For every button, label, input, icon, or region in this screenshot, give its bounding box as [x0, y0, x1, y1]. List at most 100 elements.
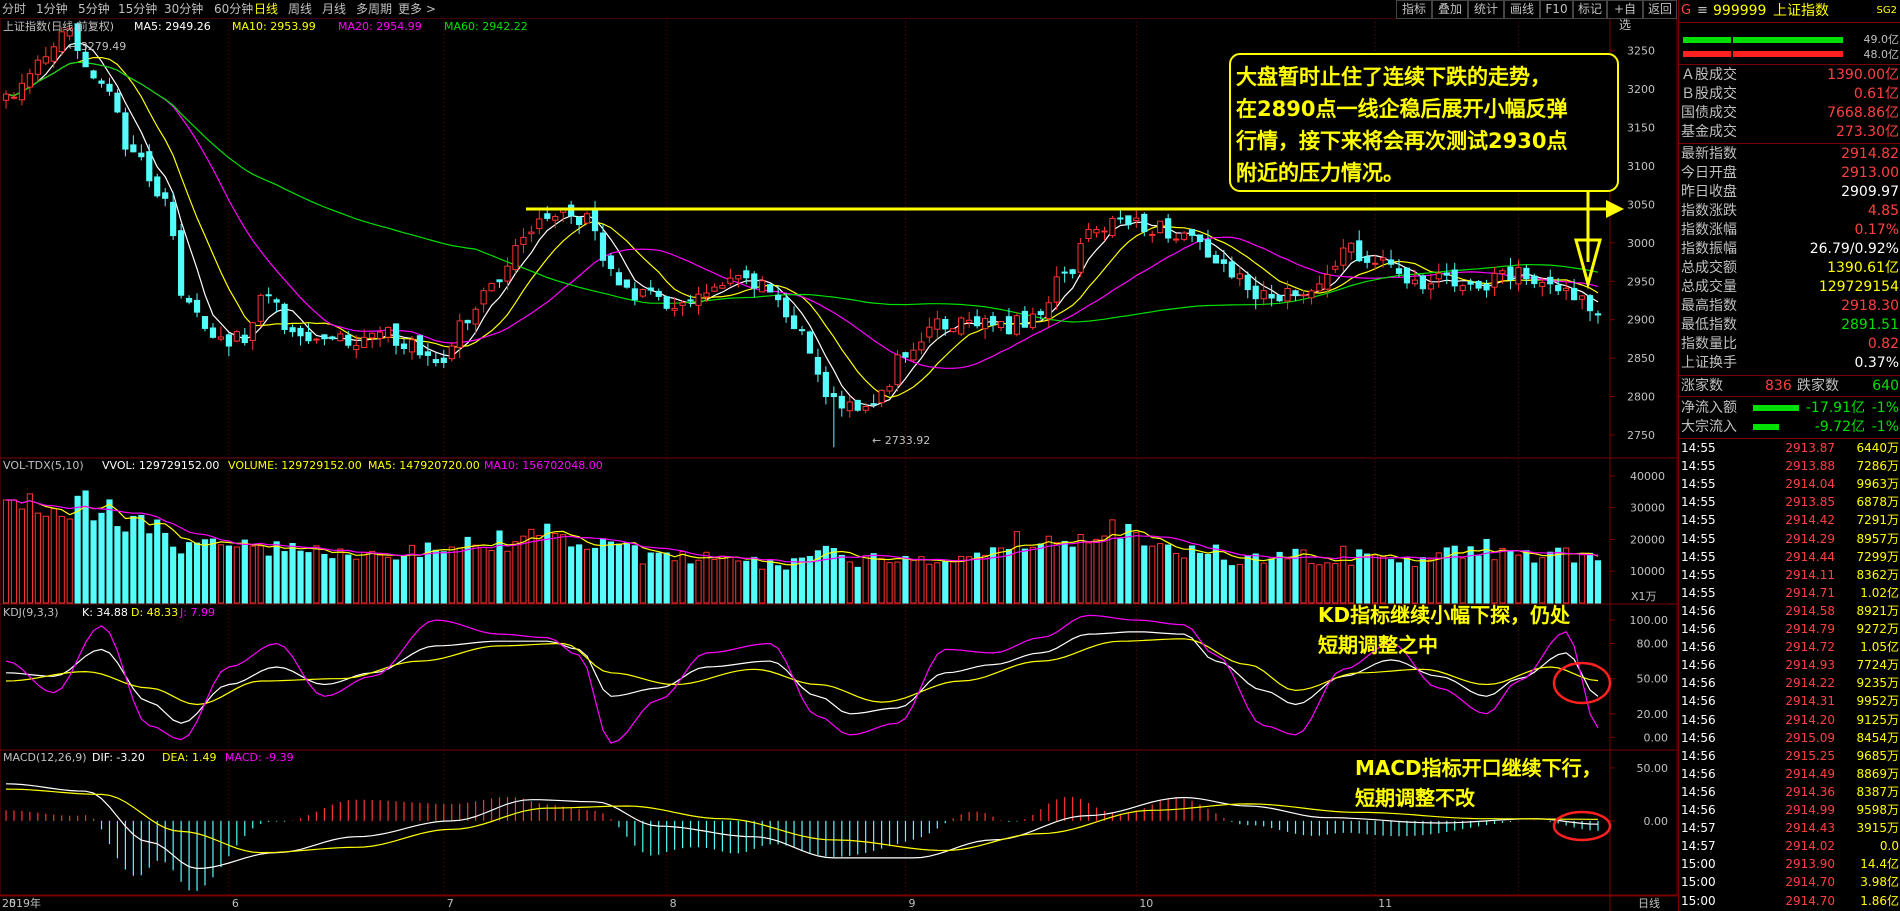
candle-body [655, 290, 662, 297]
kline-chart[interactable]: 3250 3200 3150 3100 3050 3000 2950 2900 2850 2800… [0, 0, 1678, 911]
volume-bar [353, 558, 360, 604]
tool-button-1[interactable]: 叠加 [1432, 0, 1468, 19]
kdj-lines [5, 614, 1599, 744]
candle-body [1244, 274, 1251, 291]
stat-value: 0.17% [1854, 222, 1899, 238]
tick-row: 14:56 2914.20 9125万 [1681, 713, 1899, 728]
candle-body [114, 92, 121, 113]
candle-body [1180, 232, 1188, 240]
volume-bar [520, 535, 527, 604]
period-tab-6[interactable]: 日线 [254, 2, 279, 16]
volume-bar [894, 561, 901, 604]
volume-bar [424, 542, 431, 604]
period-tab-3[interactable]: 15分钟 [118, 2, 158, 16]
volume-bar [305, 552, 312, 604]
volume-bar [480, 546, 487, 604]
stat-value: 0.82 [1867, 336, 1899, 352]
candle-body [1125, 215, 1132, 226]
volume-bar [1555, 547, 1562, 604]
flow-label: 大宗流入 [1681, 419, 1737, 435]
period-tab-7[interactable]: 周线 [288, 2, 313, 16]
candle-body [384, 326, 392, 338]
tool-button-4[interactable]: F10 [1540, 0, 1573, 19]
tool-button-7[interactable]: 返回 [1643, 0, 1677, 19]
tick-row: 14:57 2914.43 3915万 [1681, 821, 1899, 836]
y-tick-label: 3200 [1627, 83, 1655, 96]
volume-bar [1427, 559, 1434, 604]
candle-body [369, 332, 376, 339]
period-tab-10[interactable]: 更多 > [398, 2, 436, 16]
tick-volume: 0.0 [1879, 839, 1899, 854]
stat-row: 总成交额 1390.61亿 [1681, 259, 1899, 277]
volume-bar [448, 546, 455, 604]
ratio-bar-green-2 [1733, 37, 1843, 43]
y-tick-label: 2950 [1627, 275, 1655, 288]
candle-body [297, 327, 304, 337]
volume-bar [432, 549, 439, 604]
tool-button-6[interactable]: +自选 [1607, 0, 1643, 32]
volume-bars [2, 490, 1602, 604]
tick-time: 14:56 [1681, 658, 1716, 673]
volume-bar [775, 565, 782, 604]
volume-bar [1379, 556, 1387, 604]
ma5-legend: MA5: 2949.26 [134, 20, 211, 33]
tool-button-3[interactable]: 画线 [1504, 0, 1540, 19]
volume-bar [329, 558, 336, 604]
volume-bar [1547, 551, 1554, 604]
period-tab-1[interactable]: 1分钟 [36, 2, 68, 16]
period-tab-4[interactable]: 30分钟 [164, 2, 204, 16]
y-tick-label: 3150 [1627, 122, 1655, 135]
volume-bar [560, 534, 567, 604]
annotation-line-2: 在2890点一线企稳后展开小幅反弹 [1236, 97, 1567, 121]
candle-body [217, 336, 225, 340]
stat-value: 7668.86亿 [1827, 105, 1899, 121]
tool-button-5[interactable]: 标记 [1573, 0, 1607, 19]
tick-price: 2914.70 [1785, 893, 1835, 908]
candle-body [1141, 213, 1148, 233]
period-tab-9[interactable]: 多周期 [356, 2, 393, 16]
tick-volume: 14.4亿 [1860, 857, 1899, 872]
tick-price: 2914.93 [1785, 658, 1835, 673]
menu-icon[interactable]: ≡ [1697, 3, 1708, 18]
tick-time: 14:56 [1681, 748, 1716, 763]
volume-bar [1260, 562, 1267, 604]
volume-bar [966, 556, 973, 604]
volume-bar [257, 545, 264, 604]
flow-pct: -1% [1871, 419, 1899, 435]
stat-value: 2913.00 [1841, 165, 1899, 181]
volume-bar [1149, 545, 1156, 604]
volume-bar [233, 546, 240, 604]
stat-row: 总成交量 129729154 [1681, 278, 1899, 296]
period-tab-0[interactable]: 分时 [2, 2, 27, 16]
candle-body [329, 336, 336, 340]
tick-row: 14:55 2914.04 9963万 [1681, 477, 1899, 492]
stat-row: 上证换手 0.37% [1681, 354, 1899, 372]
tick-volume: 8921万 [1856, 603, 1899, 618]
vol-vvol: VVOL: 129729152.00 [102, 459, 219, 472]
tick-volume: 9952万 [1856, 694, 1899, 709]
tick-row: 14:55 2913.85 6878万 [1681, 495, 1899, 510]
annotation-box [1229, 53, 1619, 192]
volume-bar [1188, 545, 1196, 604]
period-tab-5[interactable]: 60分钟 [214, 2, 254, 16]
candle-body [989, 316, 997, 326]
volume-bar [1276, 551, 1283, 604]
tool-button-0[interactable]: 指标 [1396, 0, 1432, 19]
ratio-bar-red-2 [1733, 51, 1843, 57]
candle-body [520, 236, 527, 245]
period-tab-2[interactable]: 5分钟 [78, 2, 110, 16]
period-tab-8[interactable]: 月线 [322, 2, 347, 16]
tick-row: 14:55 2914.44 7299万 [1681, 550, 1899, 565]
volume-bar [361, 551, 368, 604]
candle-body [162, 192, 169, 199]
candle-body [416, 335, 424, 356]
tick-price: 2914.04 [1785, 477, 1835, 492]
tick-volume: 7291万 [1856, 513, 1899, 528]
candle-body [1379, 257, 1387, 261]
stat-row: Ａ股成交 1390.00亿 [1681, 66, 1899, 84]
tool-button-2[interactable]: 统计 [1468, 0, 1504, 19]
tick-row: 14:56 2914.36 8387万 [1681, 785, 1899, 800]
y-tick-label: 2900 [1627, 314, 1655, 327]
tick-volume: 8957万 [1856, 531, 1899, 546]
candle-body [34, 59, 41, 75]
